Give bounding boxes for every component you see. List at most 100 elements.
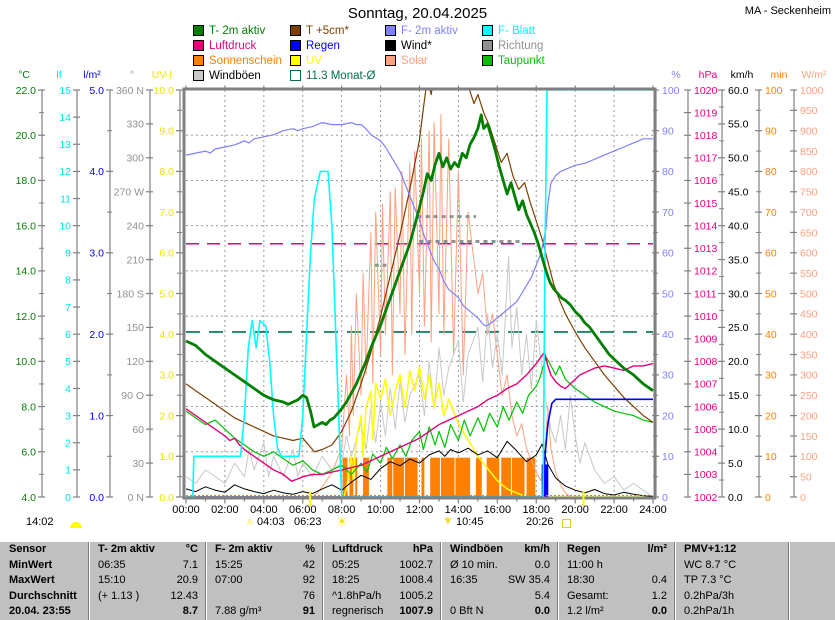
tick-label: 20 <box>662 410 674 422</box>
cell-value: 76 <box>302 589 315 602</box>
tick-label: 750 <box>800 187 818 199</box>
tick-label: 5.0 <box>89 85 104 97</box>
legend-item-windb-en: Windböen <box>193 68 290 83</box>
series-f-blatt <box>186 89 653 498</box>
table-row: T- 2m aktiv °C <box>89 542 205 558</box>
tick-label: 30.0 <box>728 288 749 300</box>
table-row: regnerisch 1007.9 <box>323 604 440 620</box>
table-row: ^1.8hPa/h 1005.2 <box>323 589 440 605</box>
tick-label: 1.0 <box>89 410 104 422</box>
tick-label: 70 <box>662 207 674 219</box>
tick-label: 1005 <box>694 424 718 436</box>
tick-label: 240 <box>126 220 144 232</box>
astro-time: 14:02 <box>26 516 54 528</box>
cell-time: TP 7.3 °C <box>684 574 732 587</box>
tick-label: 1016 <box>694 175 718 187</box>
tick-label: 1 <box>65 465 71 477</box>
cell-value: 20.9 <box>176 574 198 587</box>
chart-legend: T- 2m aktiv T +5cm* F- 2m aktiv F- Blatt Luf… <box>193 23 592 83</box>
tick-label: 1007 <box>694 379 718 391</box>
axis-temp: °C 22.0 20.0 18.0 16.0 14.0 12.0 10.0 8.0 6.0 4.0 <box>16 69 45 504</box>
astro-time: 04:03 <box>257 516 285 528</box>
x-tick-label: 20:00 <box>561 504 589 516</box>
tick-label: 14 <box>59 112 71 124</box>
legend-label: T +5cm* <box>306 24 349 37</box>
cell-time <box>206 589 215 605</box>
cell-value: 1008.4 <box>399 574 433 587</box>
tick-label: 100 <box>662 85 680 97</box>
tick-label: 14.0 <box>16 266 37 278</box>
axis-unit-uv: UV-I <box>152 69 172 81</box>
cell-value: 5.4 <box>534 589 550 602</box>
table-column-pmv-1-12: PMV+1:12 WC 8.7 °C TP 7.3 °C 0.2hPa/3h 0.2hP… <box>674 542 788 620</box>
x-tick-label: 12:00 <box>406 504 434 516</box>
table-row: MaxWert <box>0 573 88 589</box>
tick-label: 300 <box>800 370 818 382</box>
tick-label: 0 <box>662 492 668 504</box>
table-row: (+ 1.13 ) 12.43 <box>89 589 205 605</box>
series-sonnenschein-block <box>440 457 455 497</box>
column-header: Windböen <box>450 543 504 555</box>
cell-value: 0.0 <box>534 605 550 618</box>
x-tick-label: 10:00 <box>367 504 395 516</box>
tick-label: 900 <box>800 126 818 138</box>
tick-label: 600 <box>800 248 818 260</box>
table-row: Ø 10 min. 0.0 <box>441 558 557 574</box>
axis-unit-rain: l/m² <box>83 69 101 81</box>
tick-label: 6.0 <box>21 447 36 459</box>
cell-time: 06:35 <box>98 558 126 571</box>
tick-label: 4 <box>65 383 71 395</box>
axis-unit-lf: lf <box>56 69 61 81</box>
tick-label: 150 <box>126 322 144 334</box>
table-row: 15:10 20.9 <box>89 573 205 589</box>
tick-label: 1011 <box>694 288 717 300</box>
tick-label: 10 <box>59 220 71 232</box>
tick-label: 1.0 <box>159 451 174 463</box>
x-tick-label: 14:00 <box>445 504 473 516</box>
table-row: PMV+1:12 <box>675 542 788 558</box>
x-tick-label: 08:00 <box>328 504 356 516</box>
tick-label: 3 <box>65 410 71 422</box>
table-row: 7.88 g/m³ 91 <box>206 604 322 620</box>
series-f-2m-aktiv <box>185 121 653 327</box>
tick-label: 1020 <box>694 85 718 97</box>
tick-label: 80 <box>662 166 674 178</box>
column-unit: hPa <box>412 543 433 555</box>
axis-wm2: W/m²100095090085080075070065060055050045… <box>790 69 827 504</box>
tick-label: 1008 <box>694 356 718 368</box>
tick-label: 50 <box>662 288 674 300</box>
series-sonnenschein-block <box>393 457 404 497</box>
cell-value: 0.0 <box>534 558 550 571</box>
cell-time: 16:35 <box>450 574 478 587</box>
tick-label: 15 <box>59 85 71 97</box>
tick-label: 4.0 <box>21 492 36 504</box>
series-sonnenschein-block <box>475 457 482 497</box>
series-regen-intensit-t-bar <box>541 464 549 497</box>
tick-label: 1003 <box>694 469 718 481</box>
column-header: T- 2m aktiv <box>98 543 155 555</box>
series-luftdruck <box>185 351 654 482</box>
series-uv <box>186 366 653 498</box>
series-sonnenschein-block <box>526 457 536 497</box>
page-title: Sonntag, 20.04.2025 <box>347 5 488 22</box>
legend-swatch-icon <box>290 25 301 36</box>
cell-time: Gesamt: <box>567 589 609 602</box>
tick-label: 90 <box>765 126 777 138</box>
column-header: Regen <box>567 543 601 555</box>
row-label: MinWert <box>9 558 53 571</box>
astro-annotations: 14:02 04:03 ▲ 06:23 ☀ 10:45 ▼ 20:26 <box>0 514 835 534</box>
tick-label: 1009 <box>694 334 718 346</box>
legend-label: Taupunkt <box>498 54 545 67</box>
cell-value <box>781 604 788 620</box>
series-sonnenschein-block <box>342 457 348 497</box>
tick-label: 0 N <box>128 492 144 504</box>
cell-time: ^1.8hPa/h <box>332 589 382 602</box>
legend-label: UV <box>306 54 322 67</box>
x-axis: 00:00 02:00 04:00 06:00 08:00 10:00 12:00 14:00… <box>172 85 667 516</box>
cell-time: 1.2 l/m² <box>567 605 604 618</box>
legend-item-luftdruck: Luftdruck <box>193 38 290 53</box>
series-t-2m-aktiv <box>185 113 654 429</box>
cell-time: 11:00 h <box>567 558 603 571</box>
table-row: WC 8.7 °C <box>675 558 788 574</box>
